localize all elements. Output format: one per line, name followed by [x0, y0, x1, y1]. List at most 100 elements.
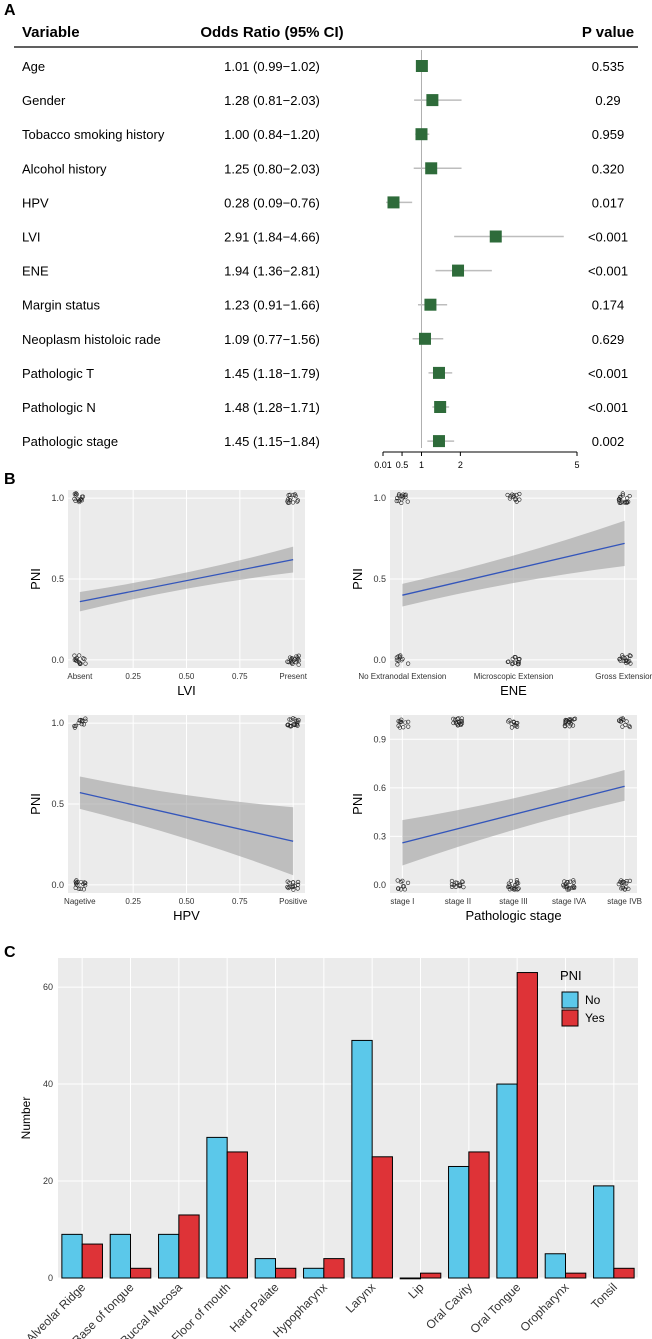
bar-yes [420, 1272, 442, 1279]
data-point [296, 658, 302, 663]
data-point [291, 887, 296, 892]
data-point [286, 722, 291, 727]
row-p-value: 0.320 [592, 161, 625, 176]
or-marker [415, 128, 428, 141]
data-point [397, 654, 402, 659]
data-point [618, 494, 623, 499]
data-point [403, 720, 408, 725]
data-point [567, 886, 572, 891]
x-tick-label: Positive [279, 897, 308, 906]
y-tick-label: 0.5 [51, 799, 64, 809]
data-point [449, 878, 455, 884]
x-tick-label: stage I [390, 897, 414, 906]
row-variable: HPV [22, 195, 49, 210]
data-point [507, 887, 512, 892]
plot-background [58, 958, 638, 1278]
data-point [77, 499, 82, 505]
bar-yes [516, 972, 538, 1279]
data-point [405, 880, 411, 885]
x-tick-label: 0.50 [179, 672, 195, 681]
panel-label-c: C [4, 944, 16, 961]
row-or-text: 1.45 (1.18−1.79) [224, 366, 320, 381]
x-axis-label: ENE [500, 683, 527, 698]
row-variable: Pathologic N [22, 400, 96, 415]
or-marker [452, 264, 465, 277]
x-tick-label: Oropharynx [517, 1280, 571, 1334]
data-point [81, 887, 86, 892]
data-point [620, 879, 625, 884]
data-point [459, 718, 465, 724]
scatter-hpv: 0.0 0.5 1.0 Nagetive 0.25 0.50 0.75 Positive HPV… [28, 715, 308, 923]
legend-label: Yes [585, 1011, 605, 1025]
data-point [506, 659, 511, 664]
data-point [83, 661, 88, 666]
data-point [291, 880, 296, 885]
bar-no [303, 1267, 325, 1279]
bar-no [61, 1233, 83, 1279]
data-point [285, 659, 290, 664]
data-point [571, 717, 577, 722]
y-tick-label: 0.6 [373, 783, 386, 793]
x-tick-label: stage IVB [607, 897, 642, 906]
y-axis-label: PNI [28, 793, 43, 815]
data-point [398, 719, 404, 724]
or-marker [425, 162, 438, 175]
bar-no [593, 1185, 615, 1279]
row-variable: Pathologic stage [22, 434, 118, 449]
y-tick-label: 0.0 [373, 880, 386, 890]
data-point [74, 880, 79, 886]
x-tick-label: 0.25 [125, 897, 141, 906]
row-or-text: 1.48 (1.28−1.71) [224, 400, 320, 415]
data-point [515, 720, 520, 726]
data-point [517, 497, 522, 502]
legend-swatch-yes [561, 1009, 579, 1027]
data-point [621, 880, 627, 885]
data-point [406, 724, 411, 729]
data-point [617, 656, 622, 661]
data-point [400, 878, 405, 883]
row-p-value: 0.959 [592, 127, 625, 142]
data-point [287, 497, 293, 503]
data-point [285, 497, 291, 502]
legend-swatch-no [561, 991, 579, 1009]
data-point [76, 659, 81, 665]
data-point [294, 722, 299, 728]
data-point [82, 880, 87, 885]
data-point [406, 719, 411, 724]
data-point [512, 887, 517, 892]
x-axis-label: Pathologic stage [465, 908, 561, 923]
data-point [295, 723, 300, 728]
x-tick-label: Absent [67, 672, 93, 681]
bar-no [206, 1136, 228, 1279]
data-point [513, 655, 518, 660]
confidence-ribbon [402, 520, 625, 607]
data-point [77, 718, 82, 723]
y-tick-label: 1.0 [51, 718, 64, 728]
forest-tick-label: 1 [419, 460, 424, 470]
forest-plot: Age 1.01 (0.99−1.02) 0.535 Gender 1.28 (0.81… [22, 50, 628, 470]
data-point [512, 885, 517, 890]
or-marker [415, 60, 428, 72]
y-axis-label: PNI [350, 793, 365, 815]
data-point [624, 881, 629, 886]
data-point [451, 716, 456, 721]
row-or-text: 1.94 (1.36−2.81) [224, 264, 320, 279]
data-point [620, 653, 625, 658]
data-point [620, 491, 625, 496]
data-point [510, 661, 515, 667]
data-point [401, 725, 406, 730]
data-point [562, 724, 568, 729]
y-tick-label: 0.5 [51, 574, 64, 584]
data-point [626, 499, 631, 504]
data-point [514, 881, 519, 886]
bar-no [158, 1233, 180, 1279]
data-point [616, 882, 621, 887]
or-marker [434, 401, 447, 413]
panel-label-b: B [4, 471, 16, 488]
row-variable: LVI [22, 230, 41, 245]
data-point [621, 658, 626, 664]
y-tick-label: 0.0 [51, 655, 64, 665]
row-or-text: 1.00 (0.84−1.20) [224, 127, 320, 142]
data-point [395, 495, 400, 501]
